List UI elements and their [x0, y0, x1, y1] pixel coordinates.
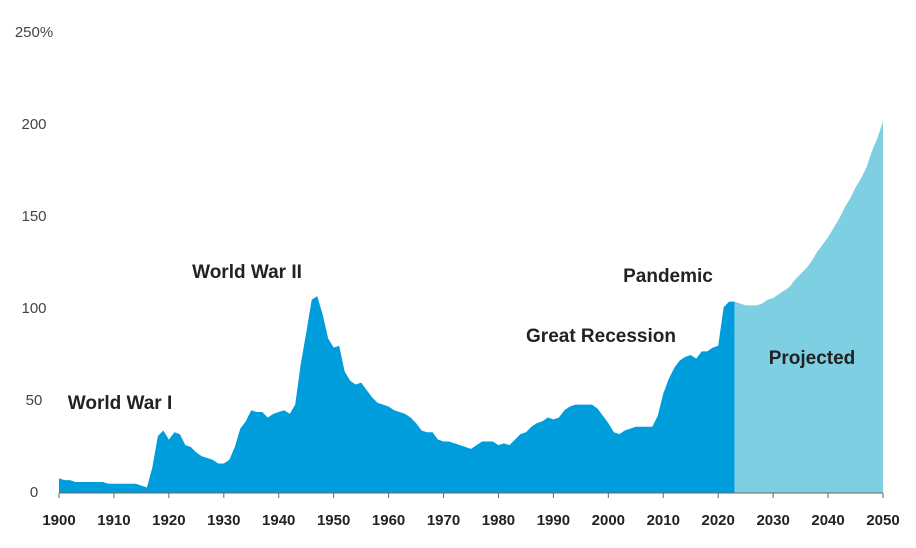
y-tick-label: 250%: [15, 24, 53, 41]
x-tick-label: 1930: [207, 512, 240, 529]
x-tick-label: 2030: [756, 512, 789, 529]
x-tick-label: 2050: [866, 512, 899, 529]
x-tick-label: 1990: [537, 512, 570, 529]
x-tick-label: 2000: [592, 512, 625, 529]
y-tick-label: 50: [26, 392, 43, 409]
x-tick-label: 1940: [262, 512, 295, 529]
y-tick-label: 150: [21, 208, 46, 225]
annotation: Pandemic: [623, 266, 713, 287]
annotation: World War I: [68, 393, 173, 414]
x-tick-label: 2040: [811, 512, 844, 529]
annotation: Projected: [769, 348, 856, 369]
x-tick-label: 1980: [482, 512, 515, 529]
x-tick-label: 1970: [427, 512, 460, 529]
x-tick-label: 1920: [152, 512, 185, 529]
annotation: Great Recession: [526, 326, 676, 347]
area: [59, 296, 735, 493]
x-tick-label: 2010: [647, 512, 680, 529]
x-tick-label: 1900: [42, 512, 75, 529]
area: [734, 121, 883, 493]
y-tick-label: 200: [21, 116, 46, 133]
x-tick-label: 2020: [702, 512, 735, 529]
x-tick-label: 1910: [97, 512, 130, 529]
y-tick-label: 100: [21, 300, 46, 317]
y-tick-label: 0: [30, 484, 38, 501]
x-tick-label: 1950: [317, 512, 350, 529]
x-tick-label: 1960: [372, 512, 405, 529]
annotation: World War II: [192, 262, 302, 283]
